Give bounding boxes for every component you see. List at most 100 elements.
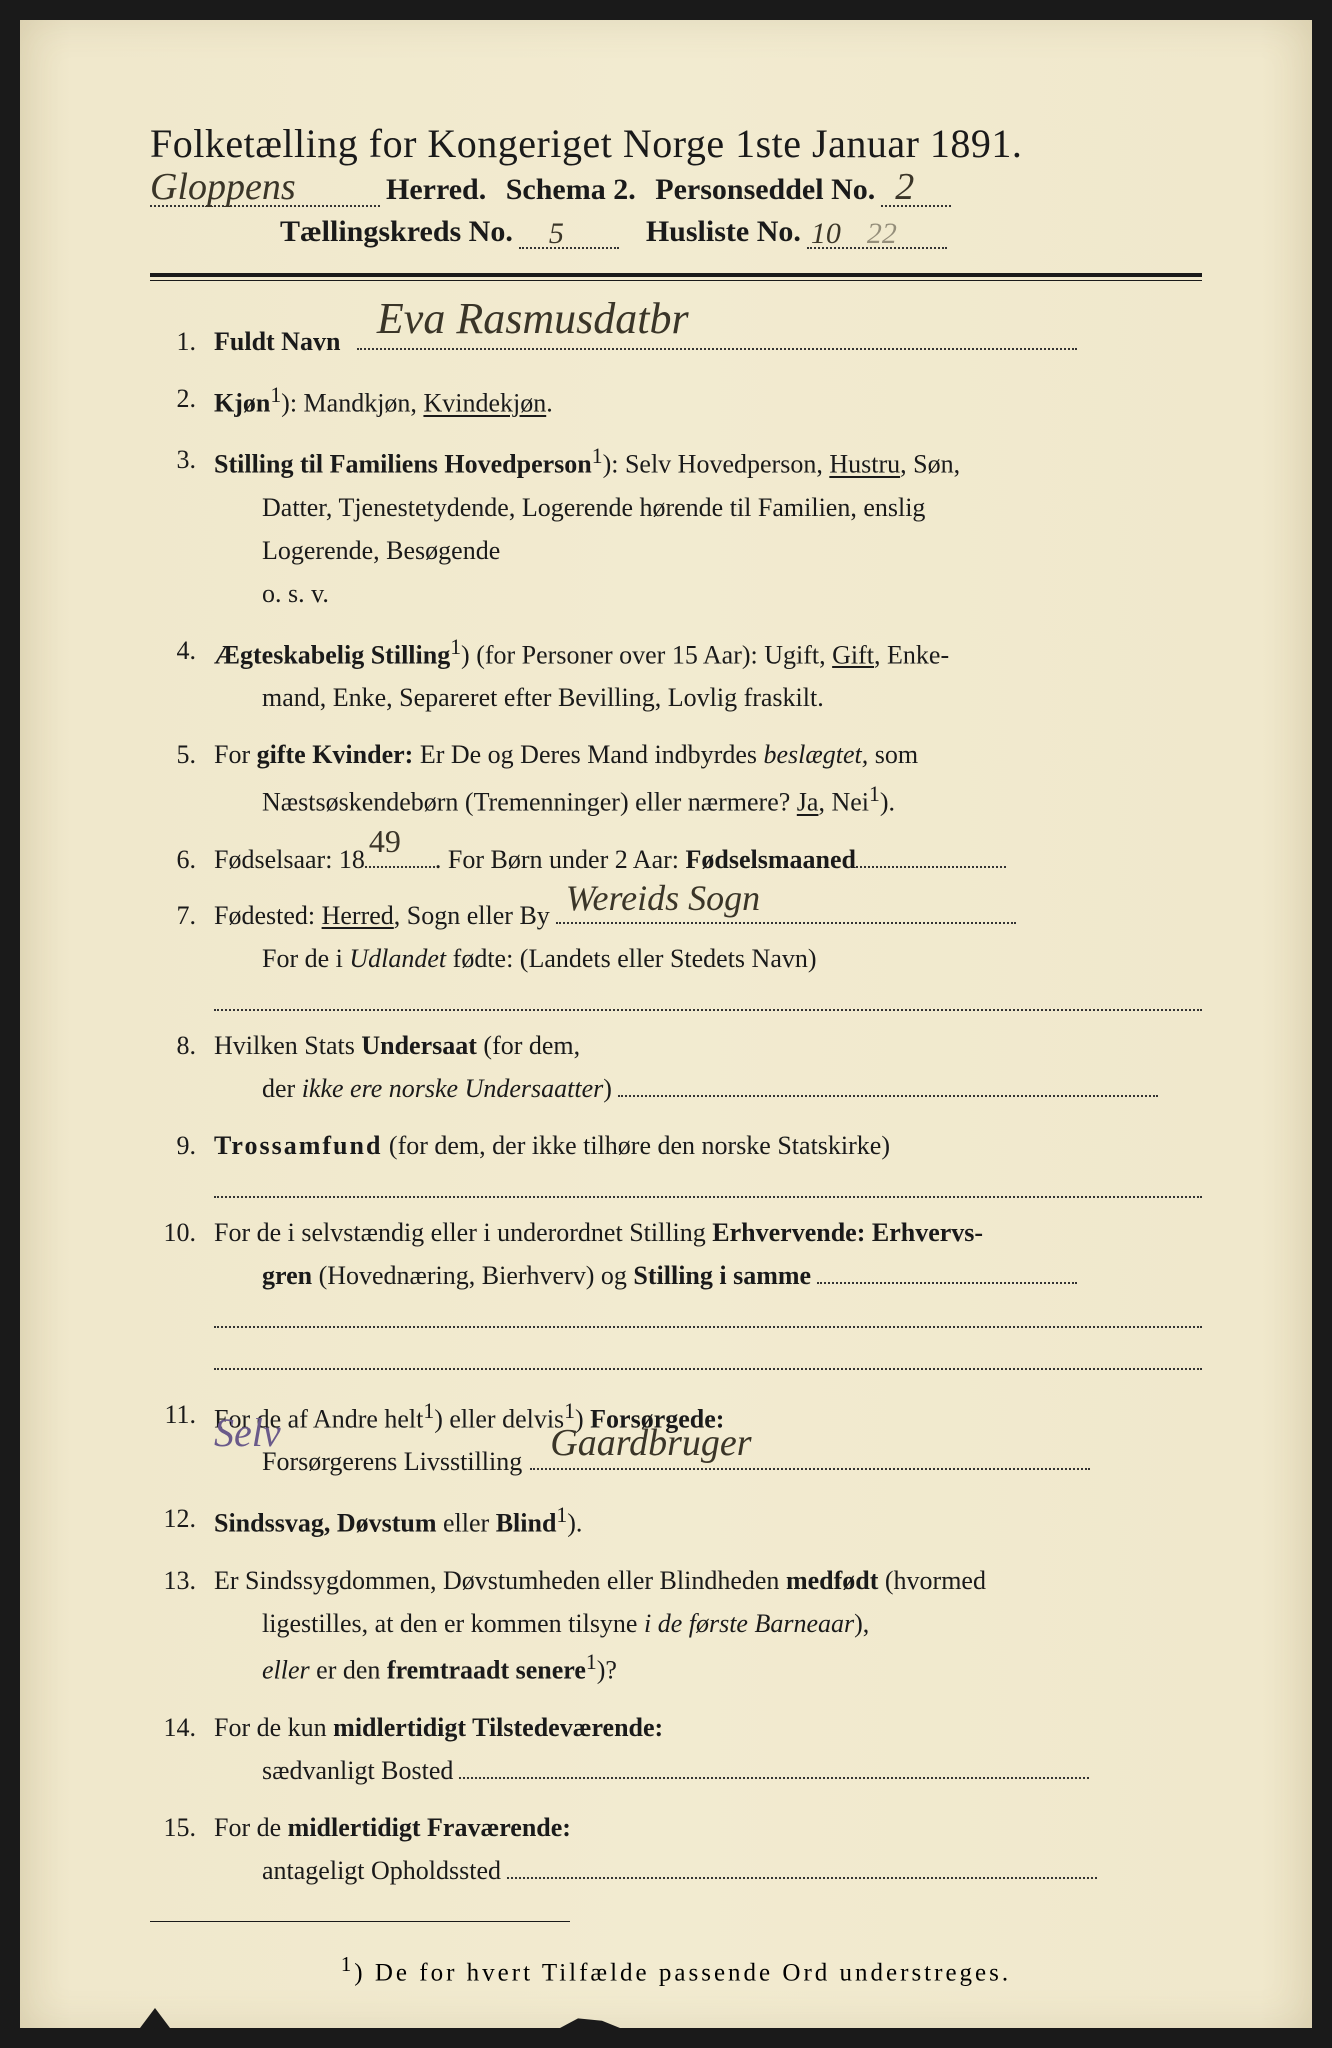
herred-handwriting: Gloppens: [150, 165, 296, 209]
q5-u1: Ja: [797, 788, 819, 817]
q15: 15. For de midlertidigt Fraværende: anta…: [150, 1807, 1202, 1893]
q10: 10. For de i selvstændig eller i underor…: [150, 1212, 1202, 1370]
census-form-page: Folketælling for Kongeriget Norge 1ste J…: [20, 20, 1312, 2028]
q10-blank1: [214, 1306, 1202, 1328]
q12-sup: 1: [556, 1503, 567, 1527]
q13-c2: ),: [854, 1609, 869, 1638]
q7-c1: For de i: [262, 944, 349, 973]
page-tear-mid: [560, 2016, 620, 2028]
herred-field: Gloppens: [150, 177, 380, 207]
separator-rule: [150, 273, 1202, 281]
q4-sup: 1: [450, 635, 461, 659]
q2-sup: 1: [270, 383, 281, 407]
q3-sup: 1: [592, 444, 603, 468]
q7-t1: Fødested:: [214, 901, 322, 930]
footnote: 1) De for hvert Tilfælde passende Ord un…: [150, 1952, 1202, 1987]
q13: 13. Er Sindssygdommen, Døvstumheden elle…: [150, 1560, 1202, 1693]
q6-num: 6.: [150, 839, 214, 882]
q8-c1: der: [262, 1074, 302, 1103]
q5-c1: Næstsøskendebørn (Tremenninger) eller næ…: [262, 788, 797, 817]
q7-i1: Udlandet: [349, 944, 446, 973]
q12-num: 12.: [150, 1498, 214, 1546]
q5-i1: beslægtet,: [764, 740, 869, 769]
q3: 3. Stilling til Familiens Hovedperson1):…: [150, 439, 1202, 615]
q12-b1: Sindssvag, Døvstum: [214, 1509, 437, 1538]
q13-c3b: er den: [310, 1656, 387, 1685]
q5-c3: ).: [880, 788, 895, 817]
q5-b1: gifte Kvinder:: [257, 740, 414, 769]
q9: 9. Trossamfund (for dem, der ikke tilhør…: [150, 1125, 1202, 1198]
schema-label: Schema 2.: [506, 173, 636, 207]
q12-t1: eller: [437, 1509, 496, 1538]
q5-sup: 1: [869, 782, 880, 806]
husliste-hw2: 22: [867, 217, 897, 251]
q10-blank2: [214, 1348, 1202, 1370]
footnote-text: ) De for hvert Tilfælde passende Ord und…: [354, 1959, 1011, 1986]
q14-t1: For de kun: [214, 1713, 333, 1742]
q2-underlined: Kvindekjøn: [423, 389, 546, 418]
q2-label: Kjøn: [214, 389, 270, 418]
q10-c1: gren: [262, 1261, 312, 1290]
q8-num: 8.: [150, 1025, 214, 1111]
q9-b1: Trossamfund: [214, 1131, 382, 1160]
q13-c3a: eller: [262, 1656, 310, 1685]
q10-b1: Erhvervende: Erhvervs-: [712, 1218, 983, 1247]
q4: 4. Ægteskabelig Stilling1) (for Personer…: [150, 630, 1202, 720]
q6-t1: Fødselsaar: 18: [214, 845, 365, 874]
q3-label: Stilling til Familiens Hovedperson: [214, 450, 592, 479]
q2-text: ): Mandkjøn,: [281, 389, 423, 418]
q5-t3: som: [868, 740, 918, 769]
q1-num: 1.: [150, 321, 214, 364]
q13-t2: (hvormed: [878, 1566, 986, 1595]
q13-b2: fremtraadt senere: [387, 1656, 586, 1685]
husliste-field: 10 22: [807, 219, 947, 249]
kreds-label: Tællingskreds No.: [280, 215, 513, 249]
q3-num: 3.: [150, 439, 214, 615]
q5-c2: , Nei: [818, 788, 869, 817]
q4-t1: ) (for Personer over 15 Aar): Ugift,: [461, 640, 832, 669]
q10-t1: For de i selvstændig eller i underordnet…: [214, 1218, 712, 1247]
q1-hw: Eva Rasmusdatbr: [377, 283, 689, 356]
questions-list: 1. Fuldt Navn Eva Rasmusdatbr 2. Kjøn1):…: [150, 321, 1202, 1893]
q2: 2. Kjøn1): Mandkjøn, Kvindekjøn.: [150, 378, 1202, 426]
q13-b1: medfødt: [786, 1566, 878, 1595]
herred-label: Herred.: [386, 173, 486, 207]
q2-num: 2.: [150, 378, 214, 426]
personseddel-field: 2: [881, 177, 951, 207]
q3-cont3: o. s. v.: [214, 573, 1202, 616]
q8-c2: ): [603, 1074, 612, 1103]
q15-t1: For de: [214, 1813, 288, 1842]
q1-field: Eva Rasmusdatbr: [357, 348, 1077, 350]
q15-c: antageligt Opholdssted: [262, 1856, 501, 1885]
header-line-3: Tællingskreds No. 5 Husliste No. 10 22: [150, 215, 1202, 249]
q12-t2: ).: [567, 1509, 582, 1538]
q10-num: 10.: [150, 1212, 214, 1370]
q4-label: Ægteskabelig Stilling: [214, 640, 450, 669]
q8-t2: (for dem,: [477, 1031, 580, 1060]
q10-t2: (Hovednæring, Bierhverv) og: [312, 1261, 633, 1290]
q9-num: 9.: [150, 1125, 214, 1198]
q13-t1: Er Sindssygdommen, Døvstumheden eller Bl…: [214, 1566, 786, 1595]
q7-u1: Herred: [322, 901, 394, 930]
q11-hw2: Selv: [214, 1400, 1222, 1488]
page-tear-left: [140, 2008, 170, 2028]
q7: 7. Fødested: Herred, Sogn eller ByWereid…: [150, 895, 1202, 1011]
q14: 14. For de kun midlertidigt Tilstedevære…: [150, 1707, 1202, 1793]
personseddel-hw: 2: [895, 165, 914, 209]
q3-cont2: Logerende, Besøgende: [214, 530, 1202, 573]
q1: 1. Fuldt Navn Eva Rasmusdatbr: [150, 321, 1202, 364]
q1-label: Fuldt Navn: [214, 327, 340, 356]
header-line-2: Gloppens Herred. Schema 2. Personseddel …: [150, 173, 1202, 207]
q3-cont1: Datter, Tjenestetydende, Logerende høren…: [214, 487, 1202, 530]
q8-i1: ikke ere norske Undersaatter: [302, 1074, 604, 1103]
q7-t2: , Sogn eller By: [394, 901, 550, 930]
q13-c1: ligestilles, at den er kommen tilsyne: [262, 1609, 644, 1638]
q14-num: 14.: [150, 1707, 214, 1793]
q6-hw: 49: [369, 815, 401, 868]
q4-num: 4.: [150, 630, 214, 720]
q4-t2: , Enke-: [874, 640, 949, 669]
q11: 11. For de af Andre helt1) eller delvis1…: [150, 1394, 1202, 1484]
q9-blank: [214, 1176, 1202, 1198]
q14-c: sædvanligt Bosted: [262, 1756, 453, 1785]
q11-num: 11.: [150, 1394, 214, 1484]
